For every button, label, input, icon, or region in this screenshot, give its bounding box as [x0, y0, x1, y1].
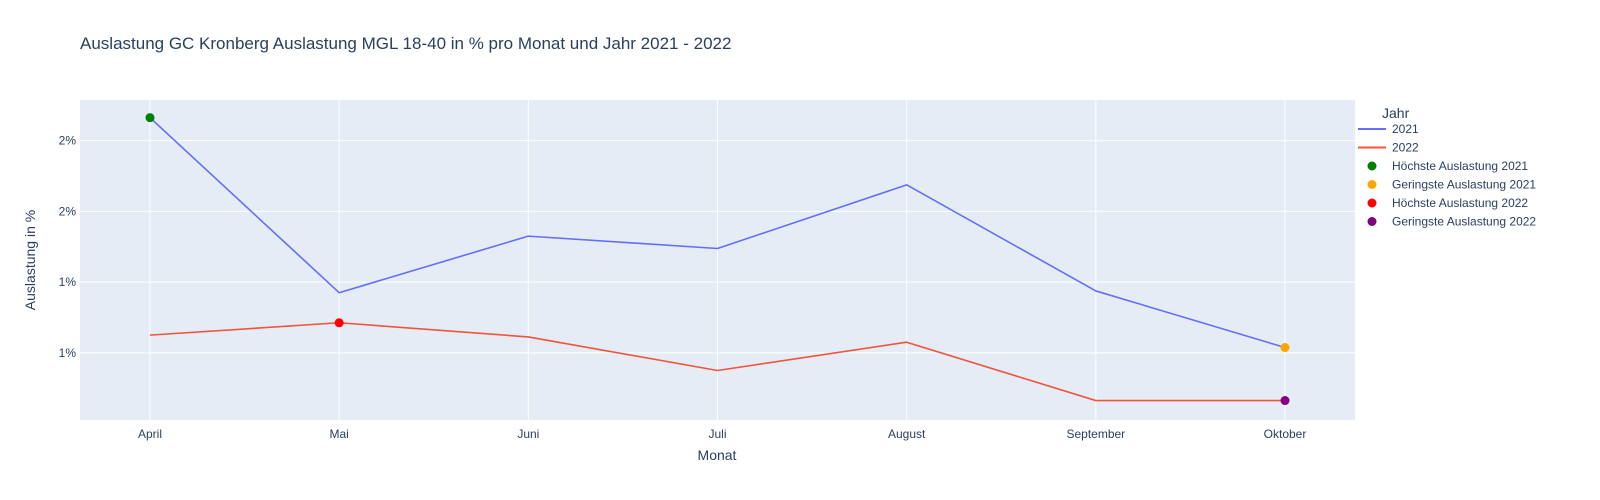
- x-tick-label: Juni: [517, 427, 539, 441]
- y-gridlines: [80, 140, 1355, 354]
- x-tick-label: Mai: [329, 427, 348, 441]
- x-gridlines: [149, 100, 1286, 420]
- marker-point: [334, 318, 344, 328]
- legend-entry: 2022: [1392, 141, 1419, 155]
- y-tick-label: 2%: [59, 204, 77, 218]
- legend-title: Jahr: [1382, 105, 1410, 121]
- legend-marker-swatch: [1367, 217, 1377, 226]
- x-tick-labels: April Mai Juni Juli August September Oktober: [138, 427, 1306, 441]
- marker-point: [1280, 343, 1290, 353]
- legend: Jahr 2021 2022 Höchste Auslastung 2021 Geri…: [1358, 105, 1536, 229]
- x-axis-title: Monat: [698, 447, 737, 463]
- legend-marker-swatch: [1367, 161, 1377, 171]
- legend-entry: 2021: [1392, 122, 1419, 136]
- chart-title: Auslastung GC Kronberg Auslastung MGL 18…: [80, 34, 731, 53]
- marker-point: [145, 113, 155, 123]
- marker-points: [145, 113, 1290, 406]
- x-tick-label: Oktober: [1264, 427, 1307, 441]
- marker-point: [1280, 396, 1290, 406]
- x-tick-label: August: [888, 427, 926, 441]
- legend-entry: Geringste Auslastung 2022: [1392, 215, 1536, 229]
- legend-entry: Höchste Auslastung 2021: [1392, 159, 1528, 173]
- y-tick-labels: 1% 1% 2% 2%: [59, 134, 77, 360]
- y-axis-title: Auslastung in %: [22, 210, 38, 310]
- legend-entry: Geringste Auslastung 2021: [1392, 178, 1536, 192]
- legend-marker-swatch: [1367, 180, 1377, 189]
- y-tick-label: 1%: [59, 275, 77, 289]
- x-tick-label: September: [1066, 427, 1125, 441]
- legend-entry: Höchste Auslastung 2022: [1392, 196, 1528, 210]
- legend-marker-swatch: [1367, 198, 1377, 208]
- y-tick-label: 2%: [59, 134, 77, 148]
- y-tick-label: 1%: [59, 346, 77, 360]
- x-tick-label: Juli: [708, 427, 726, 441]
- series-line-2021: [149, 117, 1286, 349]
- x-tick-label: April: [138, 427, 162, 441]
